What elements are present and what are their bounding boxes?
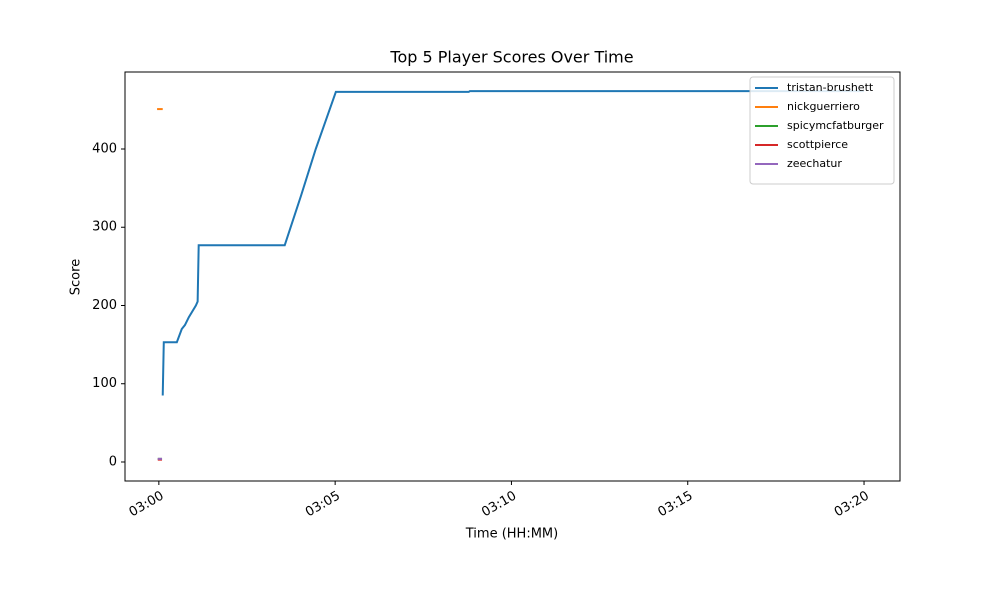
x-tick-label: 03:05	[303, 489, 343, 521]
y-tick-label: 100	[92, 376, 117, 391]
y-axis-label: Score	[69, 259, 84, 295]
axes-frame	[124, 71, 901, 482]
legend-box	[749, 76, 895, 185]
legend-label: nickguerriero	[787, 100, 860, 113]
x-tick-label: 03:00	[127, 489, 167, 521]
y-tick-label: 400	[92, 141, 117, 156]
legend-label: spicymcfatburger	[787, 119, 884, 132]
chart-title: Top 5 Player Scores Over Time	[389, 48, 633, 67]
line	[161, 90, 865, 396]
y-tick-label: 0	[109, 454, 117, 469]
legend-label: tristan-brushett	[787, 81, 874, 94]
x-tick-label: 03:15	[656, 489, 696, 521]
legend-label: zeechatur	[787, 157, 842, 170]
y-tick-label: 300	[92, 220, 117, 235]
x-tick-label: 03:10	[479, 489, 519, 521]
x-tick-label: 03:20	[832, 489, 872, 521]
y-tick-label: 200	[92, 298, 117, 313]
legend-label: scottpierce	[787, 138, 848, 151]
x-axis-label: Time (HH:MM)	[465, 527, 558, 542]
